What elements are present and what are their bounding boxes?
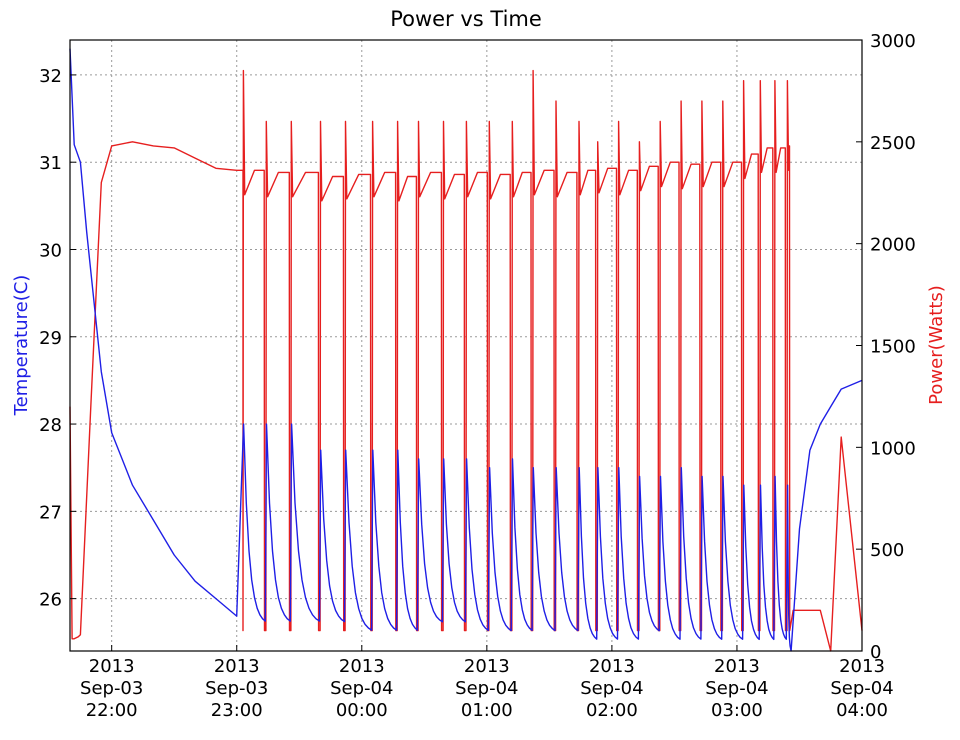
x-tick-label-line: 22:00	[86, 700, 138, 721]
x-tick-label-line: 23:00	[211, 700, 263, 721]
y-tick-label: 32	[39, 66, 62, 87]
x-tick-label-line: 2013	[714, 656, 760, 677]
x-tick-label-line: Sep-04	[455, 678, 518, 699]
y-tick-label: 31	[39, 153, 62, 174]
x-tick-label-line: 2013	[839, 656, 885, 677]
y2-tick-label: 1500	[870, 337, 916, 358]
y2-tick-label: 2500	[870, 133, 916, 154]
x-tick-label-line: 00:00	[336, 700, 388, 721]
x-tick-label-line: 2013	[589, 656, 635, 677]
y-tick-label: 29	[39, 328, 62, 349]
x-tick-label-line: 04:00	[836, 700, 888, 721]
x-tick-label: 2013 Sep-04 04:00	[830, 656, 893, 721]
temperature-series	[69, 48, 863, 652]
x-tick-label-line: 2013	[339, 656, 385, 677]
x-tick-label-line: Sep-03	[80, 678, 143, 699]
x-tick-label-line: 01:00	[461, 700, 513, 721]
x-tick-label-line: Sep-04	[705, 678, 768, 699]
y2-tick-label: 500	[870, 540, 904, 561]
y2-tick-label: 0	[870, 642, 881, 663]
x-tick-label: 2013 Sep-03 23:00	[205, 656, 268, 721]
x-tick-label-line: Sep-04	[830, 678, 893, 699]
y-tick-label: 28	[39, 415, 62, 436]
x-tick-label-line: 2013	[89, 656, 135, 677]
x-tick-label: 2013 Sep-03 22:00	[80, 656, 143, 721]
y-tick-label: 26	[39, 590, 62, 611]
x-tick-label-line: 2013	[464, 656, 510, 677]
y2-tick-label: 2000	[870, 235, 916, 256]
axis-layer: 26 27 28 29 30 31 32 0 500 1000 1500 2000 2500 3000 20…	[39, 31, 916, 721]
x-tick-label: 2013 Sep-04 03:00	[705, 656, 768, 721]
x-tick-label-line: 2013	[214, 656, 260, 677]
x-tick-label-line: 02:00	[586, 700, 638, 721]
y-tick-label: 30	[39, 240, 62, 261]
y-tick-label: 27	[39, 502, 62, 523]
y2-axis-label: Power(Watts)	[926, 285, 947, 405]
y2-tick-label: 1000	[870, 438, 916, 459]
y-axis-label: Temperature(C)	[11, 275, 32, 417]
x-tick-label: 2013 Sep-04 02:00	[580, 656, 643, 721]
x-tick-label: 2013 Sep-04 01:00	[455, 656, 518, 721]
y2-tick-label: 3000	[870, 31, 916, 52]
temperature-line	[69, 48, 863, 652]
x-tick-label: 2013 Sep-04 00:00	[330, 656, 393, 721]
x-tick-label-line: 03:00	[711, 700, 763, 721]
x-tick-label-line: Sep-04	[580, 678, 643, 699]
chart-title: Power vs Time	[390, 7, 542, 31]
x-tick-label-line: Sep-04	[330, 678, 393, 699]
x-tick-label-line: Sep-03	[205, 678, 268, 699]
